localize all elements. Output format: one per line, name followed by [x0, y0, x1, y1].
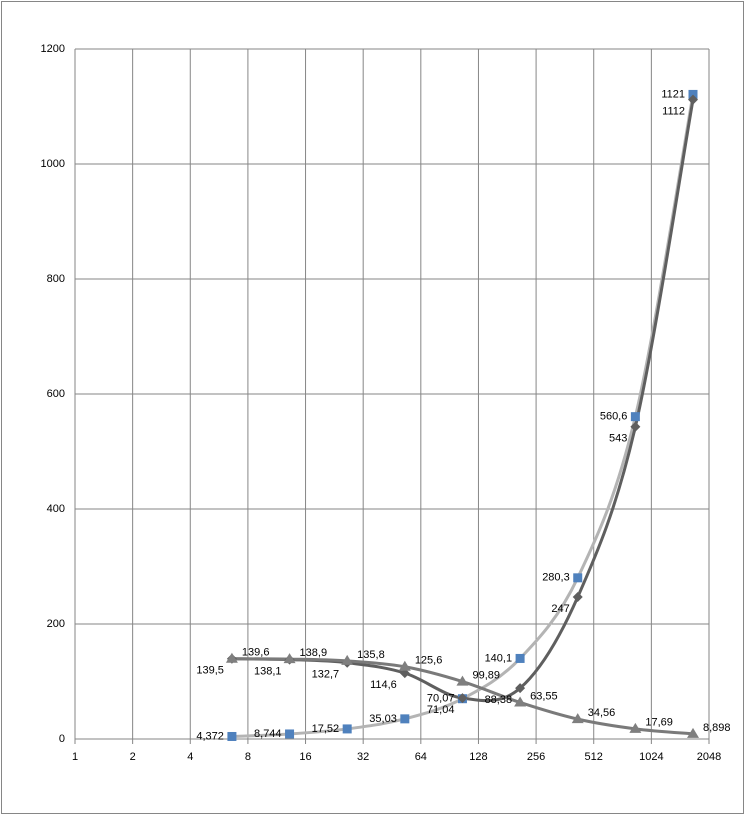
data-label: 4,372	[196, 730, 224, 742]
y-tick-label: 400	[47, 503, 65, 515]
data-label: 280,3	[542, 572, 570, 584]
data-label: 125,6	[415, 655, 443, 667]
x-tick-label: 8	[245, 751, 251, 763]
marker	[629, 722, 642, 733]
marker	[283, 653, 296, 664]
marker	[398, 660, 411, 671]
data-label: 138,1	[254, 665, 282, 677]
marker	[571, 713, 584, 724]
data-label: 1112	[662, 106, 685, 118]
x-tick-label: 64	[415, 751, 427, 763]
x-tick-label: 128	[469, 751, 487, 763]
data-label: 63,55	[530, 690, 558, 702]
y-tick-label: 1200	[41, 43, 65, 55]
marker	[515, 683, 526, 694]
marker	[400, 714, 410, 724]
data-label: 71,04	[427, 704, 455, 716]
marker	[225, 652, 238, 663]
marker	[688, 94, 699, 105]
data-label: 8,898	[703, 722, 731, 734]
data-label: 135,8	[357, 649, 385, 661]
marker	[630, 421, 641, 432]
x-tick-label: 4	[187, 751, 193, 763]
x-tick-label: 2048	[697, 751, 721, 763]
data-label: 139,6	[242, 647, 270, 659]
x-tick-label: 512	[585, 751, 603, 763]
marker	[573, 573, 583, 583]
marker	[457, 693, 468, 704]
marker	[515, 653, 525, 663]
marker	[227, 731, 237, 741]
data-label: 247	[551, 603, 569, 615]
y-tick-label: 800	[47, 273, 65, 285]
marker	[688, 89, 698, 99]
marker	[456, 675, 469, 686]
y-tick-label: 0	[59, 733, 65, 745]
data-label: 34,56	[588, 707, 616, 719]
data-label: 70,07	[427, 693, 455, 705]
x-tick-label: 1	[72, 751, 78, 763]
data-label: 1121	[661, 88, 685, 100]
x-tick-label: 16	[299, 751, 311, 763]
y-tick-label: 600	[47, 388, 65, 400]
y-tick-label: 1000	[41, 158, 65, 170]
marker	[341, 654, 354, 665]
marker	[572, 591, 583, 602]
y-tick-label: 200	[47, 618, 65, 630]
data-label: 140,1	[485, 652, 513, 664]
x-tick-label: 256	[527, 751, 545, 763]
data-label: 88,38	[485, 694, 513, 706]
marker	[687, 727, 700, 738]
data-label: 543	[609, 433, 627, 445]
data-label: 99,89	[472, 669, 500, 681]
data-label: 17,69	[645, 717, 673, 729]
data-label: 132,7	[312, 669, 340, 681]
data-label: 17,52	[312, 723, 340, 735]
marker	[285, 729, 295, 739]
data-label: 114,6	[370, 679, 397, 691]
data-label: 35,03	[369, 713, 397, 725]
data-label: 138,9	[300, 647, 328, 659]
x-tick-label: 2	[130, 751, 136, 763]
x-tick-label: 1024	[639, 751, 663, 763]
data-label: 139,5	[196, 665, 224, 677]
marker	[342, 724, 352, 734]
marker	[630, 412, 640, 422]
marker	[514, 696, 527, 707]
data-label: 8,744	[254, 728, 282, 740]
x-tick-label: 32	[357, 751, 369, 763]
data-label: 560,6	[600, 411, 628, 423]
